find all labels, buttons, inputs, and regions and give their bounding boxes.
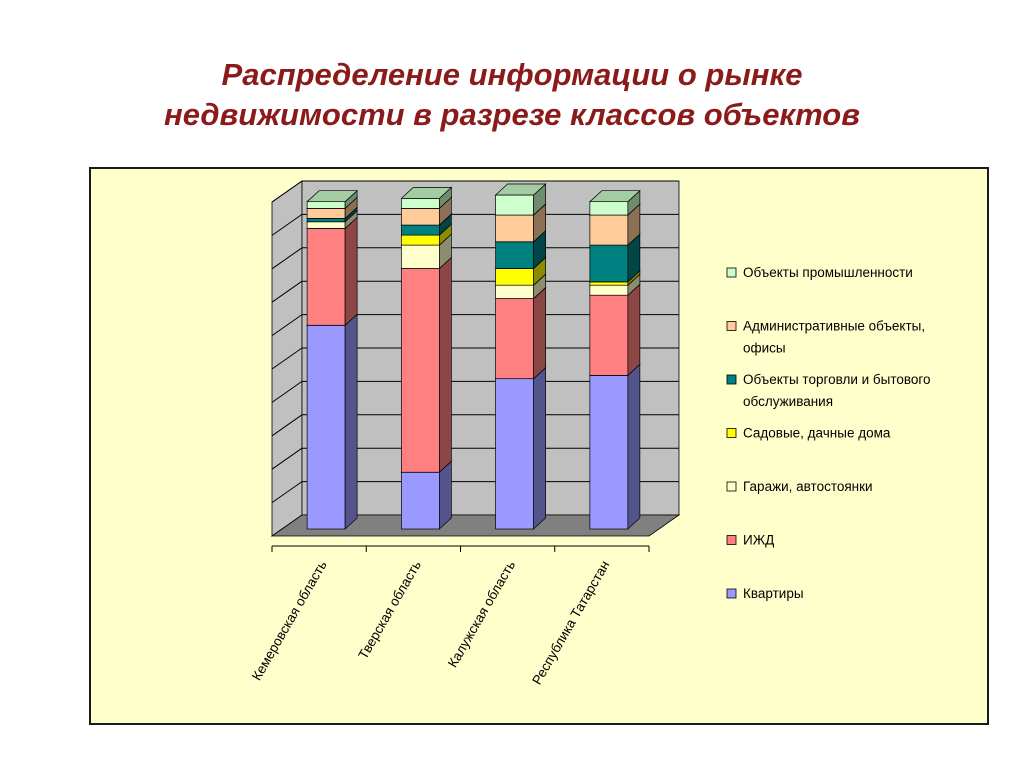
bar-front bbox=[306, 201, 346, 209]
gridline bbox=[271, 314, 303, 337]
legend-label: Административные объекты, bbox=[743, 319, 925, 334]
slide-title: Распределение информации о рынке недвижи… bbox=[0, 55, 1024, 135]
slide-title-line-2: недвижимости в разрезе классов объектов bbox=[164, 97, 860, 132]
bar-side bbox=[439, 460, 452, 530]
legend-item: Объекты торговли и бытового обслуживания bbox=[726, 372, 931, 409]
x-tick-label: Калужская область bbox=[445, 558, 518, 670]
bar-front bbox=[401, 234, 440, 246]
bar-front bbox=[589, 284, 629, 296]
bar-front bbox=[589, 281, 629, 286]
bar-front bbox=[495, 378, 534, 530]
gridline bbox=[271, 213, 303, 236]
bar-segment bbox=[306, 216, 359, 327]
bar-side bbox=[627, 363, 641, 530]
gridline bbox=[271, 280, 303, 303]
bar-top bbox=[588, 190, 641, 203]
bar-segment bbox=[306, 313, 359, 530]
bar-top bbox=[400, 186, 453, 199]
legend-item: Садовые, дачные дома bbox=[726, 426, 891, 441]
stacked-bar-chart: Кемеровская область Тверская область Калуж… bbox=[249, 180, 931, 687]
x-tick-label: Кемеровская область bbox=[249, 558, 330, 683]
bar-front bbox=[495, 284, 534, 299]
legend-swatch bbox=[726, 481, 737, 492]
bar-side bbox=[344, 313, 358, 530]
legend-label: Гаражи, автостоянки bbox=[743, 479, 873, 494]
legend-swatch bbox=[726, 374, 737, 385]
bar-front bbox=[589, 244, 629, 283]
bar-front bbox=[306, 218, 346, 223]
bar-segment bbox=[494, 366, 547, 530]
bar-front bbox=[589, 294, 629, 376]
bar-segment bbox=[588, 283, 641, 377]
legend-label: ИЖД bbox=[743, 533, 774, 548]
legend-swatch bbox=[726, 428, 737, 438]
legend-swatch bbox=[726, 588, 737, 599]
bar-stack bbox=[306, 189, 359, 530]
bar-front bbox=[306, 324, 346, 530]
bar-side bbox=[439, 256, 452, 474]
slide-title-line-1: Распределение информации о рынке bbox=[221, 57, 803, 92]
legend-swatch bbox=[726, 321, 737, 331]
legend-item: Объекты промышленности bbox=[726, 265, 913, 280]
gridline bbox=[271, 481, 303, 504]
bar-side bbox=[344, 216, 358, 327]
legend-label: обслуживания bbox=[743, 394, 833, 409]
bar-side bbox=[533, 286, 546, 380]
x-tick-label: Республика Татарстан bbox=[529, 558, 612, 687]
bar-front bbox=[306, 221, 346, 229]
bar-segment bbox=[494, 183, 547, 216]
chart-legend: Объекты промышленности Административные о… bbox=[726, 265, 931, 601]
bar-segment bbox=[306, 189, 359, 210]
bar-segment bbox=[588, 363, 641, 530]
legend-swatch bbox=[726, 267, 737, 278]
legend-swatch bbox=[726, 535, 737, 545]
gridline bbox=[271, 447, 303, 470]
gridline bbox=[271, 247, 303, 270]
bar-front bbox=[495, 214, 534, 243]
bar-front bbox=[401, 471, 440, 530]
legend-item: ИЖД bbox=[726, 533, 774, 548]
bar-segment bbox=[400, 256, 453, 474]
bar-front bbox=[589, 375, 629, 530]
bar-front bbox=[589, 201, 629, 216]
bar-front bbox=[306, 208, 346, 219]
bar-front bbox=[401, 224, 440, 236]
bar-stack bbox=[494, 183, 547, 530]
chart-bars bbox=[306, 183, 641, 530]
bar-front bbox=[495, 241, 534, 269]
bar-side bbox=[627, 283, 641, 377]
bar-front bbox=[495, 298, 534, 380]
x-tick-label: Тверская область bbox=[355, 558, 424, 662]
legend-item: Административные объекты, офисы bbox=[726, 319, 925, 356]
legend-label: Садовые, дачные дома bbox=[743, 426, 891, 441]
legend-label: Квартиры bbox=[743, 586, 804, 601]
bar-segment bbox=[588, 189, 641, 216]
gridline bbox=[271, 347, 303, 370]
chart-axes: Кемеровская область Тверская область Калуж… bbox=[249, 545, 650, 687]
bar-front bbox=[401, 208, 440, 226]
legend-label: Объекты промышленности bbox=[743, 265, 913, 280]
chart-floor bbox=[270, 514, 681, 537]
legend-label: офисы bbox=[743, 341, 786, 356]
bar-stack bbox=[588, 189, 641, 530]
bar-front bbox=[401, 268, 440, 473]
bar-front bbox=[495, 268, 534, 286]
legend-item: Квартиры bbox=[726, 586, 804, 601]
bar-segment bbox=[400, 186, 453, 210]
bar-top bbox=[494, 183, 547, 196]
gridline bbox=[271, 180, 303, 203]
bar-front bbox=[495, 194, 534, 216]
gridline bbox=[271, 414, 303, 437]
bar-side bbox=[533, 366, 546, 530]
bar-stack bbox=[400, 186, 453, 530]
bar-front bbox=[306, 228, 346, 326]
gridline bbox=[271, 380, 303, 403]
bar-front bbox=[401, 244, 440, 269]
bar-segment bbox=[494, 286, 547, 380]
bar-front bbox=[401, 197, 440, 209]
bar-front bbox=[589, 214, 629, 246]
legend-label: Объекты торговли и бытового bbox=[743, 372, 931, 387]
bar-top bbox=[306, 190, 359, 203]
legend-item: Гаражи, автостоянки bbox=[726, 479, 873, 494]
